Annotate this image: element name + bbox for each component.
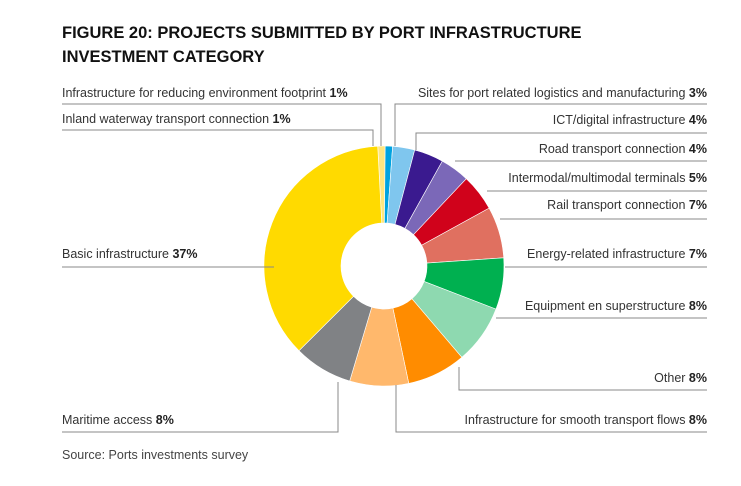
leader-line-10 (395, 385, 707, 433)
slice-label-value: 3% (689, 86, 707, 100)
slice-label-1: Inland waterway transport connection 1% (62, 112, 291, 126)
slice-label-value: 37% (172, 247, 197, 261)
slice-label-text: Infrastructure for reducing environment … (62, 86, 330, 100)
leader-line-9 (458, 367, 707, 391)
slice-label-value: 8% (689, 413, 707, 427)
slice-label-value: 8% (689, 371, 707, 385)
leader-lines (62, 103, 707, 433)
slice-label-4: Road transport connection 4% (539, 142, 707, 156)
slice-label-text: Sites for port related logistics and man… (418, 86, 689, 100)
slice-label-2: Sites for port related logistics and man… (418, 86, 707, 100)
chart-title-line-1: FIGURE 20: PROJECTS SUBMITTED BY PORT IN… (62, 24, 581, 42)
leader-line-0 (62, 103, 382, 146)
slice-label-0: Infrastructure for reducing environment … (62, 86, 348, 100)
leader-line-3 (415, 132, 707, 150)
slice-label-3: ICT/digital infrastructure 4% (553, 113, 707, 127)
slice-label-value: 4% (689, 113, 707, 127)
slice-label-9: Other 8% (654, 371, 707, 385)
slice-label-text: Other (654, 371, 689, 385)
slice-label-value: 5% (689, 171, 707, 185)
slice-label-text: Rail transport connection (547, 198, 689, 212)
slice-label-5: Intermodal/multimodal terminals 5% (508, 171, 707, 185)
leader-line-1 (62, 129, 374, 146)
slice-label-value: 8% (156, 413, 174, 427)
slice-label-8: Equipment en superstructure 8% (525, 299, 707, 313)
slice-label-10: Infrastructure for smooth transport flow… (465, 413, 707, 427)
slice-label-value: 1% (273, 112, 291, 126)
slice-label-12: Basic infrastructure 37% (62, 247, 198, 261)
slice-label-text: Equipment en superstructure (525, 299, 689, 313)
labels: Infrastructure for reducing environment … (62, 86, 707, 427)
chart-title-line-2: INVESTMENT CATEGORY (62, 48, 265, 66)
slices (263, 145, 505, 387)
source-note: Source: Ports investments survey (62, 448, 249, 462)
slice-label-value: 4% (689, 142, 707, 156)
slice-label-text: Road transport connection (539, 142, 689, 156)
slice-12 (263, 145, 383, 352)
slice-label-11: Maritime access 8% (62, 413, 174, 427)
slice-label-6: Rail transport connection 7% (547, 198, 707, 212)
slice-label-text: Infrastructure for smooth transport flow… (465, 413, 689, 427)
slice-label-text: Intermodal/multimodal terminals (508, 171, 689, 185)
slice-label-value: 7% (689, 198, 707, 212)
leader-line-11 (62, 382, 339, 433)
slice-label-text: Maritime access (62, 413, 156, 427)
leader-line-2 (394, 103, 707, 146)
slice-label-value: 8% (689, 299, 707, 313)
slice-label-value: 7% (689, 247, 707, 261)
slice-label-text: Basic infrastructure (62, 247, 172, 261)
slice-label-text: Energy-related infrastructure (527, 247, 689, 261)
slice-label-7: Energy-related infrastructure 7% (527, 247, 707, 261)
slice-label-value: 1% (330, 86, 348, 100)
slice-label-text: ICT/digital infrastructure (553, 113, 689, 127)
slice-label-text: Inland waterway transport connection (62, 112, 273, 126)
